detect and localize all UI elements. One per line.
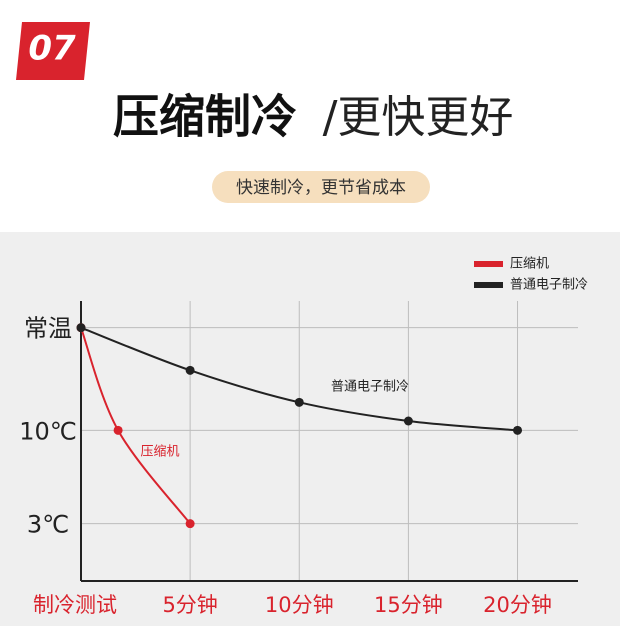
- data-point: [294, 397, 304, 407]
- subtitle-pill: [212, 171, 430, 203]
- x-tick-label: 15分钟: [374, 593, 443, 617]
- x-tick-label: 5分钟: [162, 593, 217, 617]
- x-tick-label: 20分钟: [483, 593, 552, 617]
- title-light: /更快更好: [323, 92, 514, 143]
- data-point: [513, 425, 523, 435]
- legend-label: 压缩机: [510, 256, 549, 272]
- data-point: [76, 323, 86, 333]
- subtitle: 快速制冷，更节省成本: [236, 178, 406, 198]
- legend-label: 普通电子制冷: [510, 278, 588, 293]
- x-tick-label: 制冷测试: [33, 593, 117, 617]
- annotation: 压缩机: [140, 444, 179, 460]
- y-tick-label: 3℃: [27, 511, 69, 539]
- legend-swatch: [474, 282, 503, 288]
- data-point: [185, 519, 195, 529]
- y-tick-label: 常温: [24, 315, 72, 343]
- badge: 07: [28, 29, 76, 69]
- x-tick-label: 10分钟: [265, 593, 334, 617]
- title: 压缩制冷: [113, 90, 297, 144]
- annotation: 普通电子制冷: [331, 380, 409, 395]
- legend-swatch: [474, 261, 503, 267]
- data-point: [113, 425, 123, 435]
- badge-bg: [16, 22, 90, 80]
- data-point: [403, 416, 413, 426]
- data-point: [185, 365, 195, 375]
- y-tick-label: 10℃: [19, 417, 77, 445]
